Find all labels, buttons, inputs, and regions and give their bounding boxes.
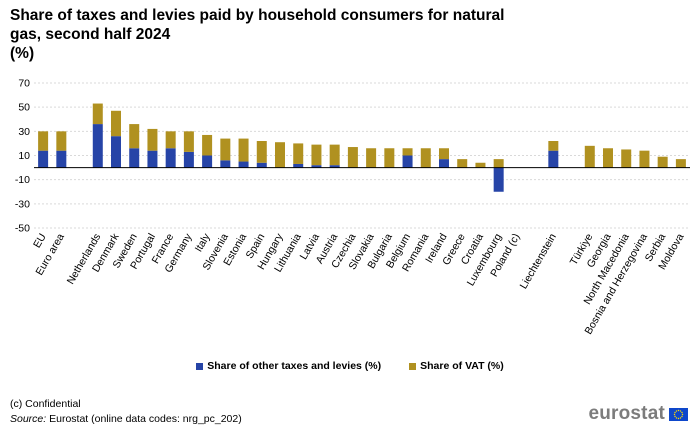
legend-label-vat: Share of VAT (%) xyxy=(420,360,504,372)
source-label: Source: xyxy=(10,413,47,425)
grid-layer xyxy=(34,82,690,229)
bar-vat xyxy=(256,141,267,163)
eurostat-logo-text: eurostat xyxy=(588,403,665,424)
bar-layer xyxy=(38,103,686,192)
bar-vat xyxy=(202,134,213,156)
bar-vat xyxy=(584,145,595,168)
chart-legend: Share of other taxes and levies (%) Shar… xyxy=(0,360,700,372)
bar-other-taxes xyxy=(111,136,121,168)
bar-other-taxes xyxy=(402,155,413,168)
bar-vat xyxy=(56,131,67,151)
bar-other-taxes xyxy=(293,163,304,168)
bar-vat xyxy=(475,162,486,168)
bar-other-taxes xyxy=(256,162,267,168)
bar-other-taxes xyxy=(38,150,49,168)
chart-title-unit: (%) xyxy=(10,45,35,62)
eurostat-logo: eurostat xyxy=(588,403,688,425)
y-tick-label: 30 xyxy=(18,126,30,138)
axis-layer: 70 50 30 10 -10 -30 -50 xyxy=(15,78,690,235)
y-tick-label: 70 xyxy=(18,78,30,90)
bar-vat xyxy=(220,138,231,161)
bar-vat xyxy=(347,147,358,168)
y-tick-label: 50 xyxy=(18,102,30,114)
bar-vat xyxy=(639,150,650,168)
confidential-footnote: (c) Confidential xyxy=(10,398,81,410)
bar-vat xyxy=(657,156,668,168)
y-tick-label: 10 xyxy=(18,150,30,162)
bar-other-taxes xyxy=(56,150,67,168)
legend-item-other-taxes: Share of other taxes and levies (%) xyxy=(196,360,381,372)
bar-vat xyxy=(384,148,395,168)
bar-other-taxes xyxy=(493,167,504,192)
bar-vat xyxy=(402,148,413,156)
y-tick-label: -30 xyxy=(15,198,30,210)
legend-label-other-taxes: Share of other taxes and levies (%) xyxy=(207,360,382,372)
bar-vat xyxy=(311,144,322,166)
bar-vat xyxy=(603,148,613,168)
bar-vat xyxy=(621,149,632,168)
bar-other-taxes xyxy=(439,159,449,168)
bar-other-taxes xyxy=(202,155,213,168)
bar-vat xyxy=(111,110,121,137)
bar-other-taxes xyxy=(548,150,559,168)
bar-vat xyxy=(165,131,176,149)
bar-vat xyxy=(493,159,504,168)
bar-vat xyxy=(183,131,194,152)
bar-vat xyxy=(675,159,686,168)
source-note: Source: Eurostat (online data codes: nrg… xyxy=(10,413,242,425)
bar-other-taxes xyxy=(220,160,231,168)
chart-title: Share of taxes and levies paid by househ… xyxy=(10,6,570,63)
bar-other-taxes xyxy=(238,161,249,168)
bar-vat xyxy=(457,159,468,168)
bar-other-taxes xyxy=(165,148,176,168)
bar-vat xyxy=(238,138,249,162)
bar-vat xyxy=(439,148,449,160)
y-tick-label: -10 xyxy=(15,174,30,186)
legend-item-vat: Share of VAT (%) xyxy=(409,360,504,372)
bar-vat xyxy=(147,128,158,151)
chart-title-line-1: Share of taxes and levies paid by househ… xyxy=(10,7,505,24)
bar-other-taxes xyxy=(147,150,158,168)
bar-other-taxes xyxy=(329,165,340,168)
bar-vat xyxy=(38,131,49,151)
bar-other-taxes xyxy=(92,124,103,168)
eu-flag-icon xyxy=(669,407,688,421)
bar-vat xyxy=(548,141,559,151)
legend-swatch-vat xyxy=(409,362,417,370)
legend-swatch-other-taxes xyxy=(196,362,204,370)
bar-other-taxes xyxy=(311,165,322,168)
chart-title-line-2: gas, second half 2024 xyxy=(10,26,171,43)
bar-vat xyxy=(92,103,103,125)
bar-vat xyxy=(129,124,140,149)
x-tick-label: Liechtenstein xyxy=(518,231,559,291)
bar-other-taxes xyxy=(129,148,140,168)
bar-vat xyxy=(293,143,304,164)
x-tick-label: EU xyxy=(31,232,49,251)
bar-vat xyxy=(275,142,285,168)
bar-other-taxes xyxy=(183,151,194,168)
source-text: Eurostat (online data codes: nrg_pc_202) xyxy=(49,413,242,425)
bar-vat xyxy=(366,148,377,168)
y-tick-label: -50 xyxy=(15,223,30,235)
bar-vat xyxy=(329,144,340,166)
bar-vat xyxy=(420,148,431,168)
